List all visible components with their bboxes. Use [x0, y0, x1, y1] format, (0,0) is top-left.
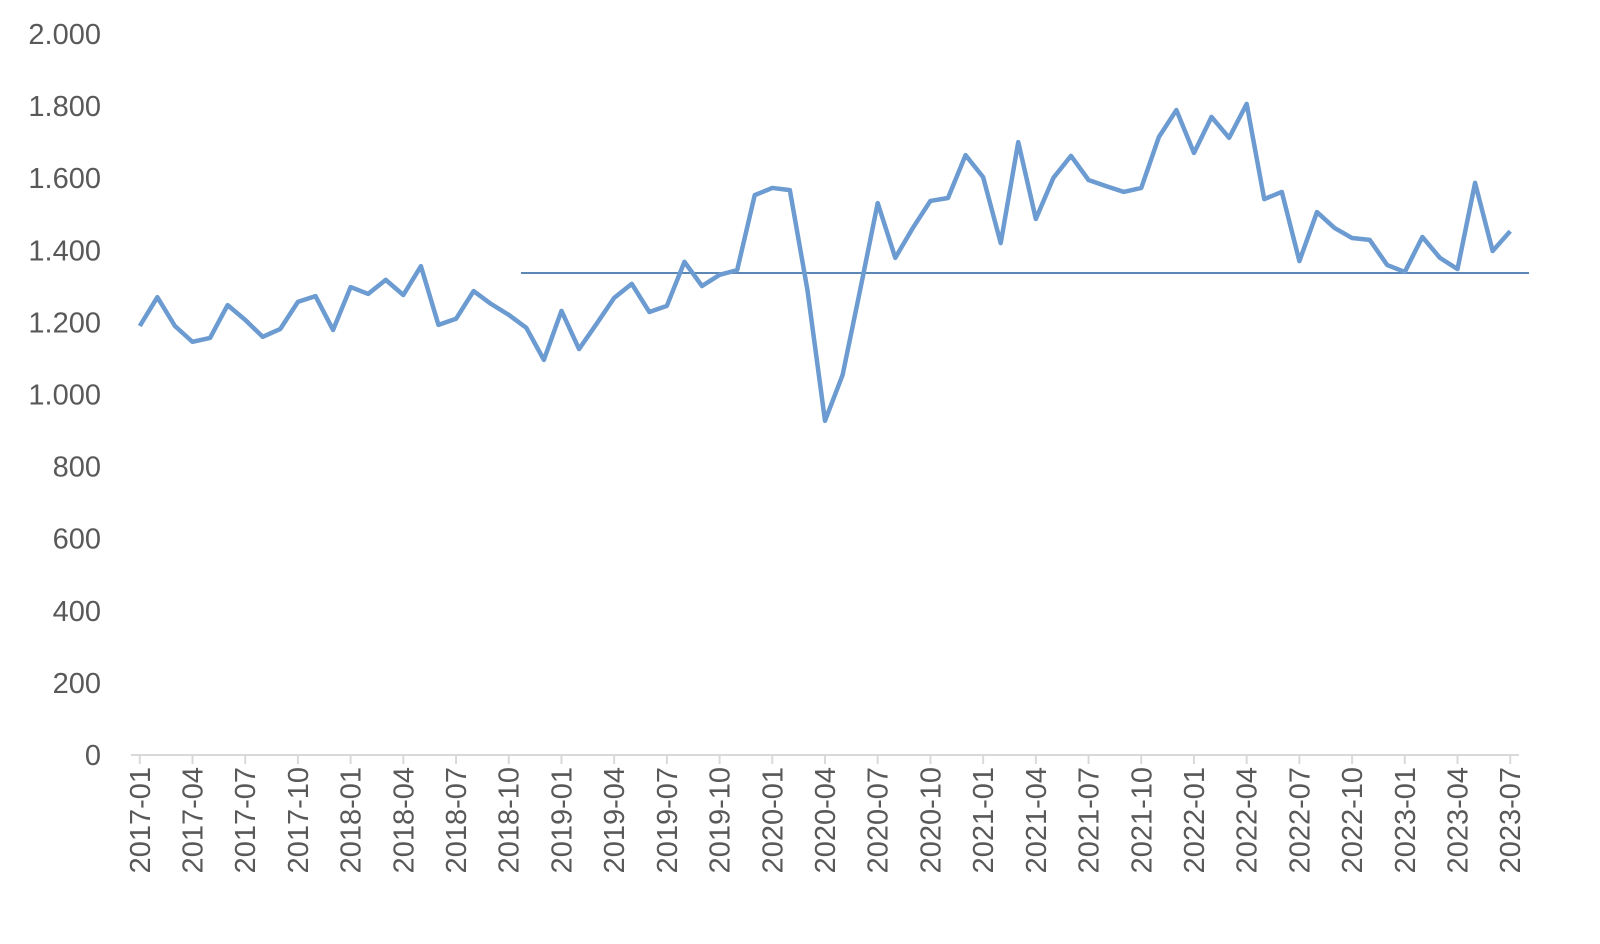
x-tick-label: 2022-04 — [1232, 767, 1264, 873]
x-tick-label: 2017-01 — [125, 767, 157, 873]
x-tick-label: 2022-10 — [1337, 767, 1369, 873]
x-tick-label: 2021-10 — [1126, 767, 1158, 873]
x-tick-label: 2019-04 — [599, 767, 631, 873]
y-tick-label: 0 — [85, 740, 101, 772]
x-tick-label: 2023-04 — [1443, 767, 1475, 873]
x-tick-label: 2023-07 — [1495, 767, 1527, 873]
x-tick-label: 2018-07 — [441, 767, 473, 873]
y-tick-label: 400 — [53, 596, 101, 628]
x-tick-label: 2018-10 — [494, 767, 526, 873]
x-tick-label: 2022-01 — [1179, 767, 1211, 873]
y-tick-label: 800 — [53, 452, 101, 484]
x-tick-label: 2021-07 — [1074, 767, 1106, 873]
y-tick-label: 1.800 — [28, 91, 101, 123]
y-tick-label: 600 — [53, 524, 101, 556]
x-tick-label: 2020-07 — [863, 767, 895, 873]
x-tick-label: 2020-01 — [757, 767, 789, 873]
line-series — [137, 101, 1512, 424]
x-tick-label: 2019-07 — [652, 767, 684, 873]
x-tick-label: 2019-10 — [705, 767, 737, 873]
x-tick-label: 2018-04 — [388, 767, 420, 873]
x-tick-label: 2017-07 — [230, 767, 262, 873]
x-tick-label: 2017-10 — [283, 767, 315, 873]
x-tick-label: 2020-04 — [810, 767, 842, 873]
y-tick-label: 1.600 — [28, 163, 101, 195]
y-tick-label: 200 — [53, 668, 101, 700]
y-tick-label: 1.000 — [28, 380, 101, 412]
y-tick-label: 1.200 — [28, 307, 101, 339]
x-tick-label: 2017-04 — [177, 767, 209, 873]
x-tick-label: 2021-01 — [968, 767, 1000, 873]
x-tick-label: 2021-04 — [1021, 767, 1053, 873]
x-tick-label: 2018-01 — [336, 767, 368, 873]
y-tick-label: 1.400 — [28, 235, 101, 267]
y-tick-label: 2.000 — [28, 19, 101, 51]
x-tick-label: 2023-01 — [1390, 767, 1422, 873]
x-tick-label: 2022-07 — [1284, 767, 1316, 873]
x-tick-label: 2019-01 — [546, 767, 578, 873]
x-tick-label: 2020-10 — [915, 767, 947, 873]
